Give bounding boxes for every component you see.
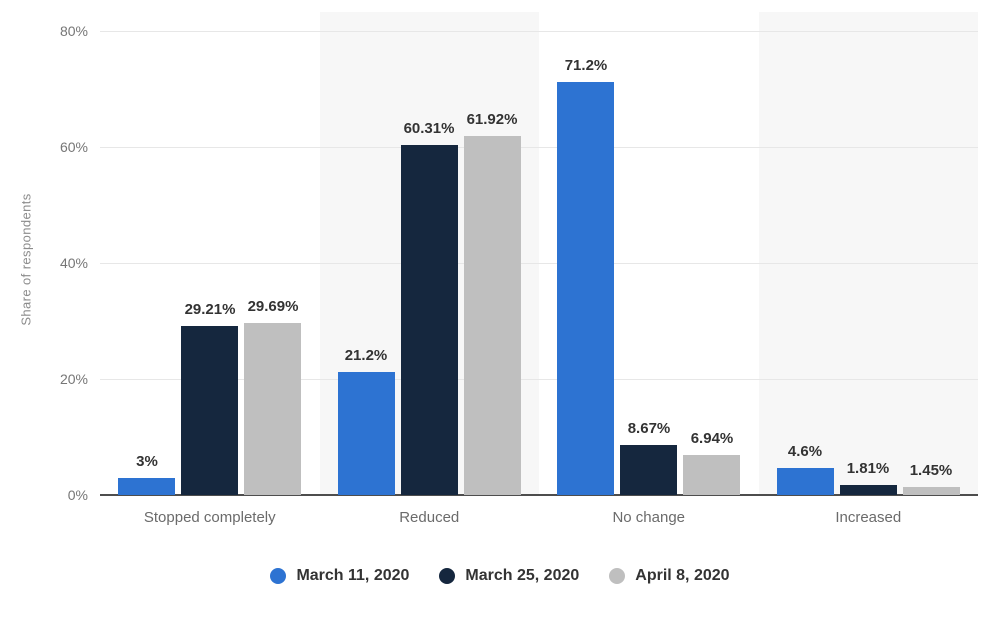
bar-march-11-2020[interactable]	[118, 478, 175, 495]
gridline	[100, 379, 978, 380]
legend-item-march-25-2020[interactable]: March 25, 2020	[439, 567, 579, 585]
bar-march-25-2020[interactable]	[840, 485, 897, 495]
bar-value-label: 6.94%	[690, 430, 734, 447]
x-category-label: Stopped completely	[143, 509, 276, 526]
gridline	[100, 31, 978, 32]
bar-value-label: 60.31%	[403, 120, 455, 137]
legend-label: April 8, 2020	[635, 567, 730, 584]
legend-dot-icon	[609, 568, 626, 584]
bar-value-label: 61.92%	[466, 111, 518, 128]
x-axis-line	[100, 494, 978, 496]
y-tick-label: 20%	[59, 371, 88, 387]
bar-value-label: 1.45%	[909, 462, 953, 479]
bar-value-label: 29.21%	[184, 301, 236, 318]
x-category-label: Reduced	[399, 509, 460, 526]
legend-item-april-8-2020[interactable]: April 8, 2020	[609, 567, 730, 585]
legend-label: March 11, 2020	[296, 567, 410, 584]
legend: March 11, 2020 March 25, 2020 April 8, 202…	[0, 560, 1000, 592]
bar-march-11-2020[interactable]	[338, 372, 395, 495]
y-tick-label: 0%	[67, 487, 88, 503]
bar-april-8-2020[interactable]	[244, 323, 301, 495]
y-tick-label: 60%	[59, 139, 88, 155]
bar-march-25-2020[interactable]	[181, 326, 238, 495]
legend-item-march-11-2020[interactable]: March 11, 2020	[270, 567, 409, 585]
y-axis-title: Share of respondents	[18, 193, 34, 326]
bar-april-8-2020[interactable]	[683, 455, 740, 495]
x-category-label: No change	[612, 509, 686, 526]
bar-value-label: 71.2%	[564, 57, 608, 74]
bar-value-label: 1.81%	[846, 460, 890, 477]
gridline	[100, 263, 978, 264]
bar-value-label: 8.67%	[627, 420, 671, 437]
bar-value-label: 4.6%	[787, 443, 823, 460]
bar-march-11-2020[interactable]	[777, 468, 834, 495]
x-category-label: Increased	[835, 509, 902, 526]
bar-value-label: 3%	[136, 453, 158, 470]
bar-value-label: 29.69%	[247, 298, 299, 315]
y-tick-label: 40%	[59, 255, 88, 271]
legend-dot-icon	[270, 568, 287, 584]
bar-march-25-2020[interactable]	[620, 445, 677, 495]
plot-area: 80% 60% 40% 20% 0% 3% 29.21% 29.69% Stopped comp…	[59, 12, 978, 526]
legend-dot-icon	[439, 568, 456, 584]
bar-march-25-2020[interactable]	[401, 145, 458, 495]
plot-band	[758, 12, 978, 495]
legend-label: March 25, 2020	[465, 567, 580, 584]
bar-march-11-2020[interactable]	[557, 82, 614, 495]
y-tick-label: 80%	[59, 23, 88, 39]
bar-april-8-2020[interactable]	[464, 136, 521, 495]
bar-value-label: 21.2%	[344, 347, 388, 364]
gridline	[100, 147, 978, 148]
bar-april-8-2020[interactable]	[903, 487, 960, 495]
